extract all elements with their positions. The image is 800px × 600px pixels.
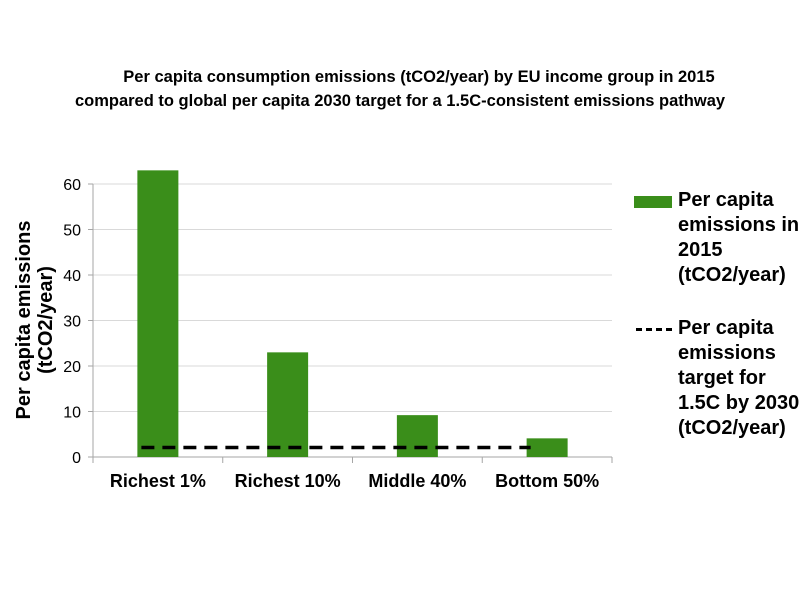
legend-label-bars: Per capita emissions in 2015 (tCO2/year) xyxy=(678,189,800,286)
chart-title-line-1: Per capita consumption emissions (tCO2/y… xyxy=(123,68,715,86)
bar xyxy=(137,170,179,457)
tick-labels: 0 10 20 30 40 50 60 Richest 1% Richest 10% Middle… xyxy=(63,177,599,491)
y-tick-label: 0 xyxy=(72,450,81,467)
y-tick-label: 20 xyxy=(63,359,81,376)
y-tick-label: 30 xyxy=(63,314,81,331)
axes xyxy=(88,183,613,463)
legend-swatch-dashed-line xyxy=(636,328,672,331)
y-tick-label: 50 xyxy=(63,223,81,240)
bar-series xyxy=(137,170,568,457)
y-axis-label: Per capita emissions(tCO2/year) xyxy=(13,221,57,420)
legend-swatch-bar xyxy=(634,196,672,208)
bar xyxy=(267,352,309,457)
legend-label-target: Per capita emissions target for 1.5C by … xyxy=(678,317,800,439)
x-tick-label: Richest 1% xyxy=(110,471,206,491)
y-tick-label: 10 xyxy=(63,405,81,422)
chart-title-line-2: compared to global per capita 2030 targe… xyxy=(74,92,726,110)
x-tick-label: Richest 10% xyxy=(235,471,341,491)
bar xyxy=(526,438,568,457)
y-tick-label: 40 xyxy=(63,268,81,285)
x-tick-label: Bottom 50% xyxy=(495,471,599,491)
bar xyxy=(396,415,438,457)
gridlines xyxy=(93,183,612,412)
y-tick-label: 60 xyxy=(63,177,81,194)
x-tick-label: Middle 40% xyxy=(368,471,466,491)
